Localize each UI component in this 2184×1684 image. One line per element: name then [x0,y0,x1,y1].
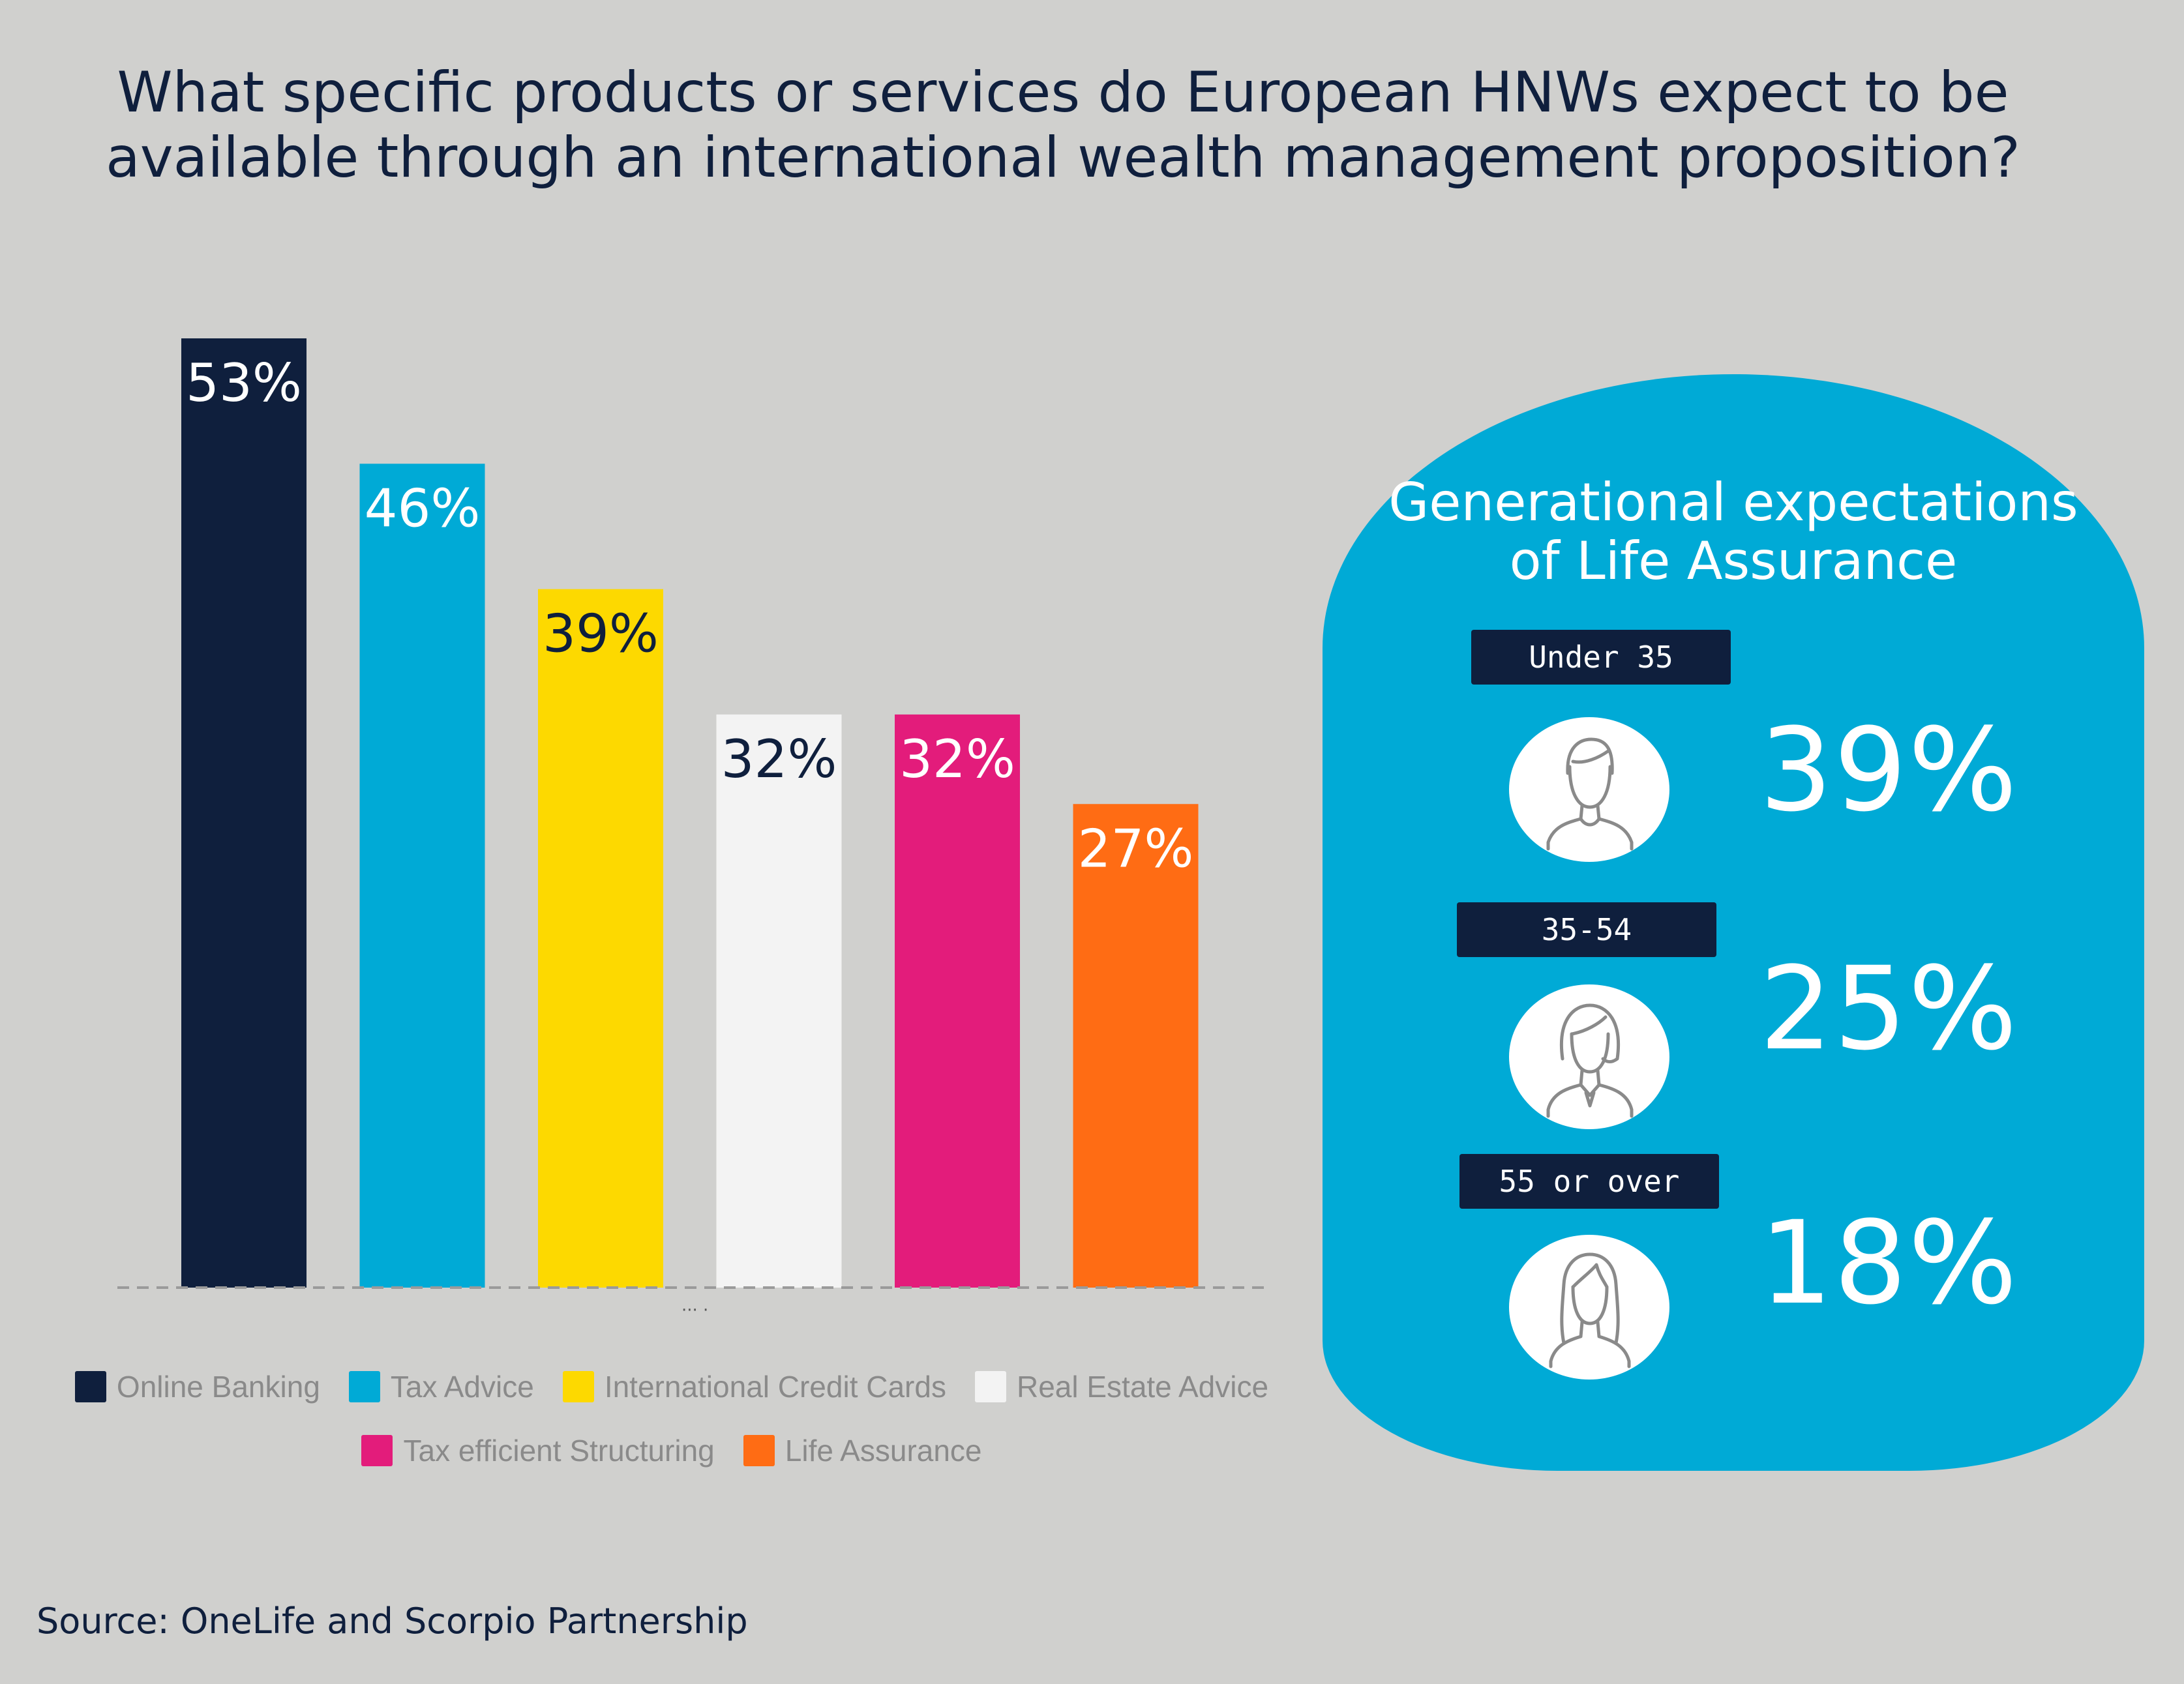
bar-tax-efficient-structuring [895,714,1020,1288]
legend-row-1: Online Banking Tax Advice International Cr… [20,1369,1324,1404]
bar-value-label: 53% [186,353,302,413]
bar-group: 53% 46% 39% 32% 32% 27% [181,338,1199,1288]
legend-row-2: Tax efficient Structuring Life Assurance [20,1433,1324,1468]
legend-item: International Credit Cards [562,1369,946,1404]
legend-swatch [562,1371,594,1402]
legend-swatch [974,1371,1006,1402]
legend-swatch [743,1435,775,1466]
bar-value-label: 32% [721,729,837,790]
generational-title-line-1: Generational expectations [1388,472,2078,533]
legend-swatch [348,1371,380,1402]
legend-label: Real Estate Advice [1016,1370,1269,1404]
gen-value-35-54: 25% [1759,942,2019,1076]
bar-real-estate-advice [716,714,842,1288]
generational-title-line-2: of Life Assurance [1509,531,1958,591]
bar-online-banking [181,338,307,1288]
age-badge-55-or-over: 55 or over [1459,1154,1719,1209]
generational-title: Generational expectations of Life Assura… [1323,473,2144,591]
legend-label: International Credit Cards [604,1370,946,1404]
legend-swatch [74,1371,106,1402]
legend-label: Tax Advice [390,1370,534,1404]
legend-item: Online Banking [74,1369,320,1404]
generational-panel: Generational expectations of Life Assura… [1323,374,2144,1471]
chart-title-line-1: What specific products or services do Eu… [117,60,2009,125]
legend-item: Tax Advice [348,1369,534,1404]
legend-item: Tax efficient Structuring [361,1433,715,1468]
woman-short-hair-icon [1509,984,1669,1129]
bar-life-assurance [1073,804,1199,1288]
x-axis-tick-marks: ··· · [681,1301,708,1320]
bar-value-label: 27% [1078,818,1194,879]
legend-item: Life Assurance [743,1433,982,1468]
chart-title: What specific products or services do Eu… [98,60,2028,190]
legend-label: Online Banking [116,1370,320,1404]
legend-swatch [361,1435,393,1466]
young-man-icon [1509,717,1669,862]
bar-value-label: 32% [899,729,1015,790]
legend-item: Real Estate Advice [974,1369,1269,1404]
bar-international-credit-cards [538,589,663,1288]
legend-label: Tax efficient Structuring [403,1434,715,1468]
chart-legend: Online Banking Tax Advice International Cr… [20,1369,1324,1497]
bar-tax-advice [359,464,485,1288]
age-badge-under-35: Under 35 [1471,630,1731,685]
gen-value-55-or-over: 18% [1759,1196,2019,1330]
chart-title-line-2: available through an international wealt… [106,125,2020,190]
woman-long-hair-icon [1509,1235,1669,1380]
legend-label: Life Assurance [785,1434,982,1468]
bar-chart: 53% 46% 39% 32% 32% 27% ··· · [117,338,1265,1320]
age-badge-35-54: 35-54 [1457,902,1716,957]
gen-value-under-35: 39% [1759,703,2019,837]
bar-value-label: 39% [543,604,659,664]
bar-value-label: 46% [365,478,481,539]
source-note: Source: OneLife and Scorpio Partnership [37,1601,748,1642]
